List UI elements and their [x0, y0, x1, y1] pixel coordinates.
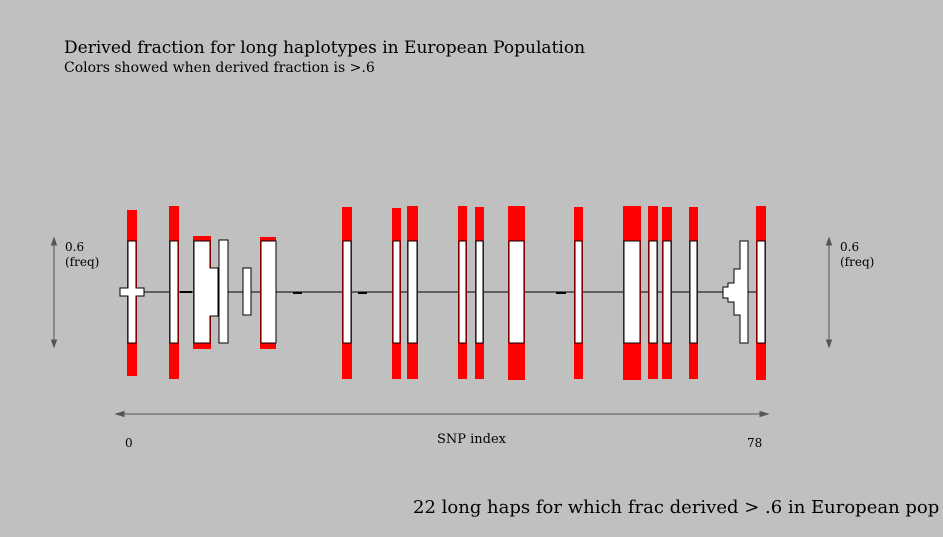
left-axis-label: 0.6 (freq): [65, 240, 99, 270]
left-vertical-arrow: [50, 236, 58, 349]
baseline-markers: [180, 291, 566, 294]
left-axis-label-text: 0.6 (freq): [65, 240, 100, 269]
haplotype-boxes: [119, 239, 766, 344]
footer-caption: 22 long haps for which frac derived > .6…: [413, 497, 940, 518]
x-axis-arrow: [114, 410, 770, 418]
chart-subtitle: Colors showed when derived fraction is >…: [64, 60, 375, 76]
x-min-tick-label: 0: [125, 436, 133, 450]
x-max-tick-label: 78: [747, 436, 763, 450]
right-vertical-arrow: [825, 236, 833, 349]
right-axis-label: 0.6 (freq): [840, 240, 874, 270]
right-axis-label-text: 0.6 (freq): [840, 240, 875, 269]
x-axis-label: SNP index: [436, 432, 507, 447]
chart-title: Derived fraction for long haplotypes in …: [64, 38, 586, 58]
